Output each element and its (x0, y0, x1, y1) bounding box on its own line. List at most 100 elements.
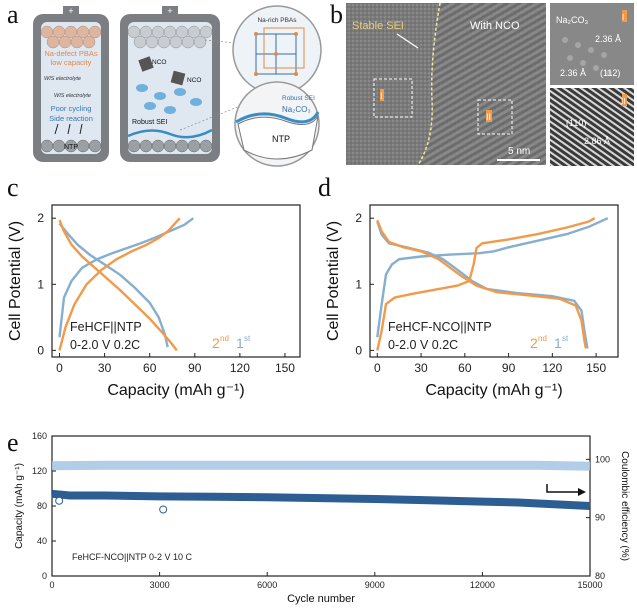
x-axis-label: Cycle number (287, 593, 355, 605)
legend-first-num: 1 (554, 335, 562, 351)
zoom-bottom-anode-shape (237, 115, 319, 160)
left-cell-anode: NTP (64, 144, 78, 151)
chart-annotation: FeHCF-NCO||NTP 0-2 V 10 C (72, 552, 193, 562)
inset-1-roman: I (622, 13, 624, 22)
x-axis-label: Capacity (mAh g⁻¹) (107, 382, 244, 399)
sei-arrow (396, 33, 419, 49)
scale-bar-label: 5 nm (508, 146, 530, 157)
chart-e: 0 3000 6000 9000 12000 15000 0 40 80 120 160 80 90 10… (14, 431, 630, 605)
y-axis-label: Cell Potential (V) (7, 221, 24, 341)
plot-frame (369, 204, 619, 358)
right-cell-terminal-box (162, 6, 178, 16)
y-tick-label: 1 (355, 277, 362, 291)
y-tick-label: 2 (355, 211, 362, 225)
legend-second-sup: nd (220, 334, 229, 343)
left-cell-arrows (54, 123, 83, 135)
roi-box-2 (477, 99, 513, 135)
series-line-3 (58, 219, 178, 352)
series-line-0 (376, 217, 609, 338)
series-line-3 (376, 219, 588, 349)
right-cell-interior (128, 22, 212, 154)
right-cell-cathode-spheres (127, 25, 213, 49)
y-axis-label: Cell Potential (V) (325, 221, 342, 341)
y-tick-label: 40 (37, 536, 47, 546)
x-tick-label: 150 (586, 361, 606, 375)
hrtem-inset-2 (550, 88, 634, 166)
inset-2-marker (622, 94, 627, 106)
inset-2-plane: (110) (566, 118, 586, 128)
zoom-bottom-sei: Robust SEI (282, 95, 315, 102)
y-tick-label: 160 (32, 431, 47, 441)
roi-marker-2 (486, 110, 492, 122)
y-right-tick-label: 90 (595, 513, 605, 523)
inset-2-roman: II (621, 97, 625, 106)
left-cell-electrolyte2: WIS electrolyte (54, 93, 91, 99)
left-cell-label1: Na-defect PBAs (44, 49, 98, 58)
panel-letter-d: d (318, 173, 331, 202)
outlier-point (159, 505, 168, 514)
y-right-tick-label: 100 (595, 454, 610, 464)
x-tick-label: 12000 (470, 580, 495, 590)
y-tick-label: 80 (37, 501, 47, 511)
left-cell-issue2: Side reaction (49, 114, 93, 123)
roi-label-2: II (486, 112, 491, 122)
label-stable-sei: Stable SEI (352, 20, 404, 32)
right-cell-terminal: + (167, 6, 172, 16)
legend-first-num: 1 (236, 335, 244, 351)
x-tick-label: 30 (414, 361, 428, 375)
hrtem-bulk-region (418, 3, 546, 165)
legend-second-sup: nd (538, 334, 547, 343)
x-tick-label: 0 (56, 361, 63, 375)
left-cell-terminal-box (63, 6, 79, 16)
inset-1-marker (622, 10, 627, 22)
x-tick-label: 0 (374, 361, 381, 375)
y-tick-label: 0 (37, 343, 44, 357)
outlier-point (55, 496, 64, 505)
legend-second-num: 2 (530, 335, 538, 351)
y-right-tick-label: 80 (595, 571, 605, 581)
sei-boundary (417, 2, 441, 166)
x-axis-label: Capacity (mAh g⁻¹) (425, 382, 562, 399)
left-cell-interior (41, 22, 101, 154)
x-tick-label: 60 (458, 361, 472, 375)
x-tick-label: 30 (98, 361, 112, 375)
left-cell-cathode-spheres (40, 25, 102, 49)
x-tick-label: 15000 (577, 580, 602, 590)
hrtem-inset-1 (550, 3, 634, 85)
x-tick-label: 6000 (257, 580, 277, 590)
x-tick-label: 90 (188, 361, 202, 375)
x-tick-label: 120 (542, 361, 562, 375)
series-line-2 (376, 217, 596, 351)
x-tick-label: 0 (49, 580, 54, 590)
y-tick-label: 0 (42, 571, 47, 581)
y-tick-label: 1 (37, 277, 44, 291)
inset-1-title: Na₂CO₃ (556, 15, 588, 25)
chart-annotation-2: 0-2.0 V 0.2C (388, 338, 458, 352)
series-band-capacity (51, 489, 591, 510)
label-with-nco: With NCO (470, 20, 520, 32)
chart-annotation-1: FeHCF||NTP (70, 320, 142, 334)
left-cell-label2: low capacity (51, 58, 92, 67)
plot-frame (51, 204, 301, 358)
panel-letter-c: c (7, 173, 19, 202)
left-cell-terminal: + (68, 6, 73, 16)
series-band-coulombic-efficiency (51, 460, 591, 471)
series-line-2 (58, 217, 181, 351)
inset-1-dots (562, 37, 612, 76)
right-cell-nco1: NCO (152, 59, 166, 66)
pba-lattice-nodes (254, 32, 298, 76)
legend-first-sup: st (562, 334, 569, 343)
x-tick-label: 9000 (365, 580, 385, 590)
inset-1-plane: (112) (600, 68, 620, 78)
y-tick-label: 2 (37, 211, 44, 225)
left-cell-electrolyte1: WIS electrolyte (44, 76, 81, 82)
panel-letter-e: e (7, 428, 19, 457)
axis-arrow-head (578, 488, 586, 496)
panel-letter-b: b (330, 0, 343, 29)
zoom-top-label: Na-rich PBAs (257, 17, 297, 24)
roi-label-1: I (380, 91, 383, 101)
panel-a-schematic: + Na-defect PBAs low capacity WIS electr… (33, 5, 322, 167)
inset-2-d: 2.86 Å (584, 136, 610, 146)
inset-1-d1: 2.36 Å (595, 34, 621, 44)
legend-first-sup: st (244, 334, 251, 343)
